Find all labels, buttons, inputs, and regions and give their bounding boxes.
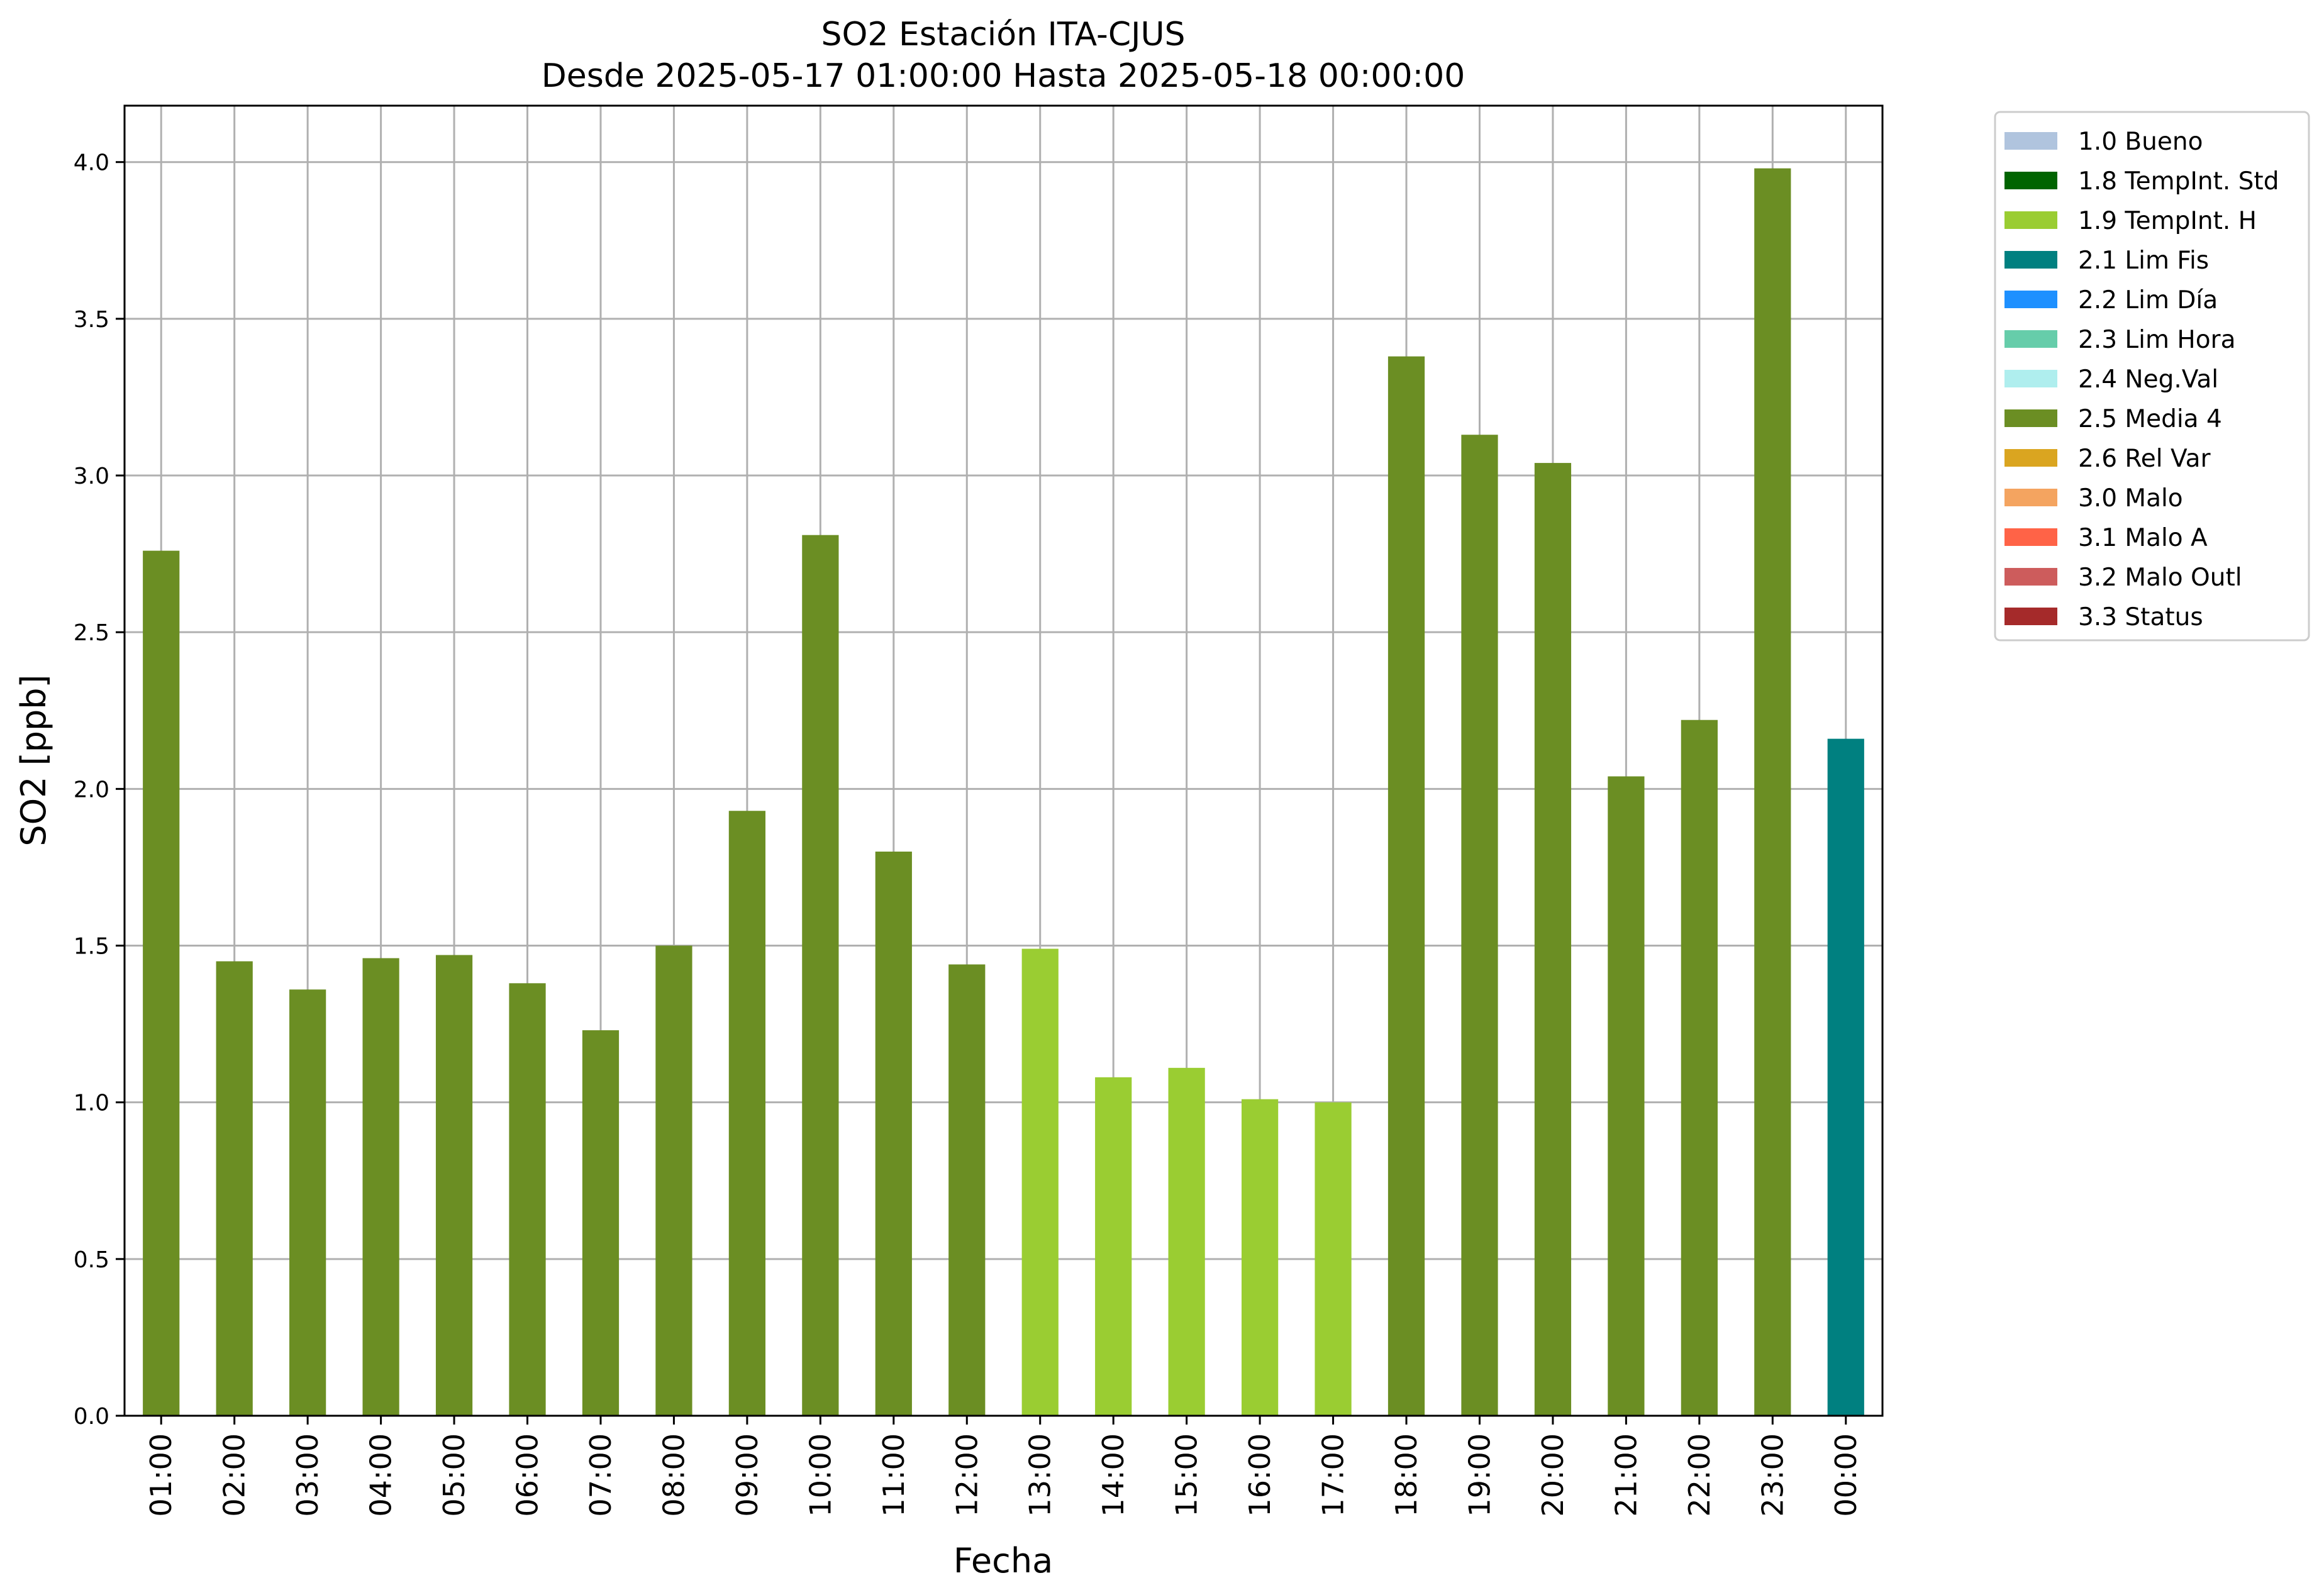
legend-label: 1.0 Bueno <box>2078 128 2203 156</box>
x-tick-label: 11:00 <box>877 1433 911 1517</box>
y-tick-label: 2.5 <box>74 620 109 646</box>
legend-swatch <box>2004 291 2057 308</box>
legend-label: 1.8 TempInt. Std <box>2078 167 2279 196</box>
x-tick-label: 08:00 <box>657 1433 691 1517</box>
legend-label: 2.2 Lim Día <box>2078 286 2218 314</box>
legend-label: 2.6 Rel Var <box>2078 445 2211 473</box>
bar-0000 <box>1827 738 1864 1416</box>
x-tick-label: 00:00 <box>1829 1433 1863 1517</box>
legend-frame <box>1994 111 2310 642</box>
x-tick-label: 19:00 <box>1462 1433 1496 1517</box>
bar-1300 <box>1021 948 1059 1416</box>
x-tick-label: 03:00 <box>291 1433 325 1517</box>
legend-swatch <box>2004 528 2057 546</box>
x-tick-label: 20:00 <box>1536 1433 1570 1517</box>
x-tick-label: 01:00 <box>144 1433 178 1517</box>
x-tick-label: 02:00 <box>218 1433 252 1517</box>
x-tick-label: 21:00 <box>1609 1433 1643 1517</box>
bar-0600 <box>509 983 546 1416</box>
bar-0800 <box>655 945 692 1416</box>
x-tick-label: 07:00 <box>584 1433 618 1517</box>
legend-label: 2.3 Lim Hora <box>2078 326 2236 354</box>
y-tick-label: 3.5 <box>74 307 109 333</box>
bar-2200 <box>1681 720 1718 1416</box>
plot-frame <box>123 104 1884 1417</box>
bar-1500 <box>1168 1067 1205 1416</box>
x-tick-label: 05:00 <box>437 1433 471 1517</box>
chart-subtitle: Desde 2025-05-17 01:00:00 Hasta 2025-05-… <box>542 57 1465 95</box>
bar-1200 <box>948 964 986 1416</box>
legend-swatch <box>2004 330 2057 348</box>
y-tick-label: 0.0 <box>74 1404 109 1430</box>
bar-1100 <box>875 852 912 1416</box>
bar-0700 <box>582 1030 620 1416</box>
y-axis-ticks: 0.0 0.5 1.0 1.5 2.0 2.5 3.0 3.5 4.0 <box>74 150 125 1430</box>
x-tick-label: 10:00 <box>803 1433 837 1517</box>
bar-0100 <box>143 550 180 1416</box>
x-tick-label: 23:00 <box>1755 1433 1789 1517</box>
bar-1600 <box>1241 1099 1279 1416</box>
x-axis-label: Fecha <box>954 1541 1053 1581</box>
x-tick-label: 18:00 <box>1389 1433 1423 1517</box>
legend-swatch <box>2004 489 2057 506</box>
bar-1900 <box>1461 435 1498 1416</box>
legend-swatch <box>2004 568 2057 586</box>
y-tick-label: 0.5 <box>74 1247 109 1273</box>
legend-swatch <box>2004 370 2057 387</box>
legend-swatch <box>2004 211 2057 229</box>
legend-swatch <box>2004 132 2057 150</box>
bar-1000 <box>802 535 839 1416</box>
legend-label: 3.0 Malo <box>2078 484 2183 513</box>
legend-swatch <box>2004 251 2057 269</box>
chart-title: SO2 Estación ITA-CJUS <box>821 16 1185 53</box>
bar-0500 <box>435 955 473 1416</box>
y-tick-label: 4.0 <box>74 150 109 176</box>
legend-label: 3.3 Status <box>2078 603 2203 631</box>
x-tick-label: 13:00 <box>1023 1433 1057 1517</box>
legend-label: 3.2 Malo Outl <box>2078 564 2242 592</box>
x-tick-label: 14:00 <box>1096 1433 1130 1517</box>
y-tick-label: 1.5 <box>74 934 109 960</box>
bar-0900 <box>728 811 766 1416</box>
legend-label: 2.4 Neg.Val <box>2078 365 2218 394</box>
x-tick-label: 15:00 <box>1170 1433 1204 1517</box>
x-tick-label: 12:00 <box>950 1433 984 1517</box>
bar-0200 <box>216 961 253 1416</box>
legend-swatch <box>2004 449 2057 467</box>
x-tick-label: 09:00 <box>730 1433 764 1517</box>
x-tick-label: 16:00 <box>1243 1433 1277 1517</box>
legend-label: 3.1 Malo A <box>2078 524 2208 552</box>
x-tick-label: 06:00 <box>511 1433 545 1517</box>
x-tick-label: 04:00 <box>364 1433 398 1517</box>
x-tick-label: 17:00 <box>1316 1433 1350 1517</box>
bar-1400 <box>1095 1077 1132 1416</box>
legend-swatch <box>2004 608 2057 625</box>
bar-1800 <box>1387 356 1425 1416</box>
legend-label: 2.1 Lim Fis <box>2078 247 2209 275</box>
y-tick-label: 2.0 <box>74 777 109 803</box>
legend-label: 2.5 Media 4 <box>2078 405 2222 433</box>
bars <box>143 168 1864 1416</box>
x-tick-label: 22:00 <box>1682 1433 1716 1517</box>
legend-swatch <box>2004 409 2057 427</box>
x-axis-ticks: 01:00 02:00 03:00 04:00 05:00 06:00 07:00 08:00… <box>144 1416 1863 1517</box>
y-tick-label: 1.0 <box>74 1091 109 1116</box>
bar-0300 <box>289 989 326 1416</box>
bar-1700 <box>1315 1102 1352 1416</box>
legend: 1.0 Bueno 1.8 TempInt. Std 1.9 TempInt. H 2… <box>1994 111 2310 642</box>
y-tick-label: 3.0 <box>74 464 109 489</box>
bar-0400 <box>362 958 399 1416</box>
legend-label: 1.9 TempInt. H <box>2078 207 2257 235</box>
bar-2000 <box>1534 463 1572 1416</box>
y-axis-label: SO2 [ppb] <box>14 674 53 846</box>
bar-2300 <box>1754 168 1791 1416</box>
legend-swatch <box>2004 172 2057 189</box>
bar-2100 <box>1608 776 1645 1416</box>
